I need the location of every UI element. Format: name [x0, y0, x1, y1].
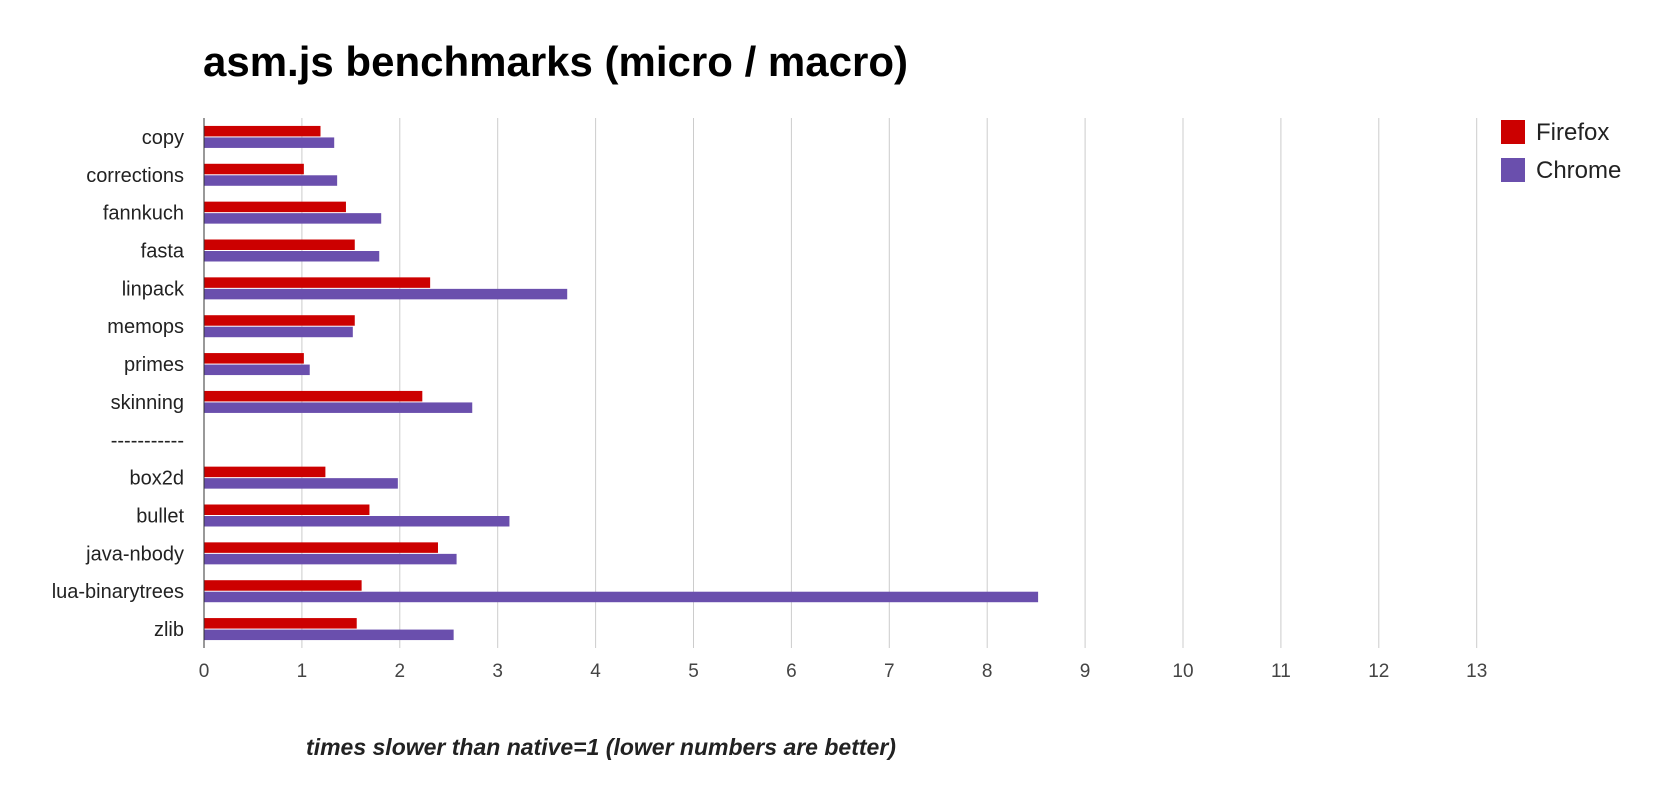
x-tick-label: 8 — [982, 661, 993, 682]
x-axis-title: times slower than native=1 (lower number… — [306, 734, 896, 760]
x-tick-label: 9 — [1080, 661, 1091, 682]
bar-firefox — [204, 201, 346, 213]
bar-firefox — [204, 580, 362, 591]
x-tick-labels: 0 1 2 3 4 5 6 7 8 9 10 11 12 13 — [199, 661, 1488, 682]
bar-chrome — [204, 516, 510, 527]
x-tick-label: 12 — [1368, 661, 1389, 682]
category-label: java-nbody — [85, 543, 184, 565]
category-label: box2d — [130, 468, 185, 490]
x-tick-label: 11 — [1271, 661, 1291, 682]
category-label: skinning — [111, 392, 184, 414]
x-tick-label: 1 — [297, 661, 308, 682]
legend-swatch — [1501, 120, 1525, 144]
bar-chrome — [204, 402, 473, 413]
bar-chrome — [204, 288, 568, 300]
category-label: fannkuch — [103, 203, 184, 225]
bar-firefox — [204, 542, 438, 553]
bar-chrome — [204, 364, 310, 376]
category-label: zlib — [154, 619, 184, 641]
category-label: memops — [107, 316, 184, 338]
bars — [204, 125, 1039, 641]
x-tick-label: 10 — [1172, 661, 1193, 682]
bar-chrome — [204, 137, 335, 148]
bar-firefox — [204, 466, 326, 478]
x-tick-label: 2 — [395, 661, 406, 682]
x-tick-label: 3 — [492, 661, 503, 682]
x-tick-label: 0 — [199, 661, 210, 682]
x-tick-label: 4 — [590, 661, 601, 682]
category-label: copy — [142, 127, 184, 149]
category-label: fasta — [141, 241, 185, 263]
x-tick-label: 6 — [786, 661, 797, 682]
x-tick-label: 13 — [1466, 661, 1487, 682]
bar-firefox — [204, 353, 304, 364]
category-labels: copy corrections fannkuch fasta linpack memop… — [52, 127, 185, 641]
legend-label: Firefox — [1536, 119, 1609, 146]
bar-firefox — [204, 277, 431, 288]
bar-firefox — [204, 125, 321, 137]
category-label: lua-binarytrees — [52, 581, 184, 603]
x-tick-label: 5 — [688, 661, 699, 682]
bar-firefox — [204, 163, 304, 175]
x-tick-label: 7 — [884, 661, 895, 682]
bar-chrome — [204, 478, 398, 489]
chart-title: asm.js benchmarks (micro / macro) — [203, 38, 908, 85]
gridlines — [301, 118, 1478, 648]
legend: Firefox Chrome — [1501, 119, 1621, 184]
bar-chrome — [204, 213, 382, 224]
bar-chrome — [204, 175, 338, 186]
category-label: primes — [124, 354, 184, 376]
bar-chrome — [204, 251, 380, 262]
bar-chrome — [204, 629, 454, 641]
bar-chrome — [204, 553, 457, 565]
bar-chrome — [204, 326, 353, 338]
bar-firefox — [204, 239, 355, 250]
bar-chrome — [204, 591, 1039, 603]
category-label: ----------- — [111, 430, 184, 452]
category-label: corrections — [86, 165, 184, 187]
bar-firefox — [204, 315, 355, 326]
bar-firefox — [204, 618, 357, 629]
bar-firefox — [204, 390, 423, 402]
bar-firefox — [204, 504, 370, 515]
category-label: linpack — [122, 278, 185, 300]
legend-swatch — [1501, 158, 1525, 182]
legend-label: Chrome — [1536, 157, 1621, 184]
category-label: bullet — [136, 506, 184, 528]
